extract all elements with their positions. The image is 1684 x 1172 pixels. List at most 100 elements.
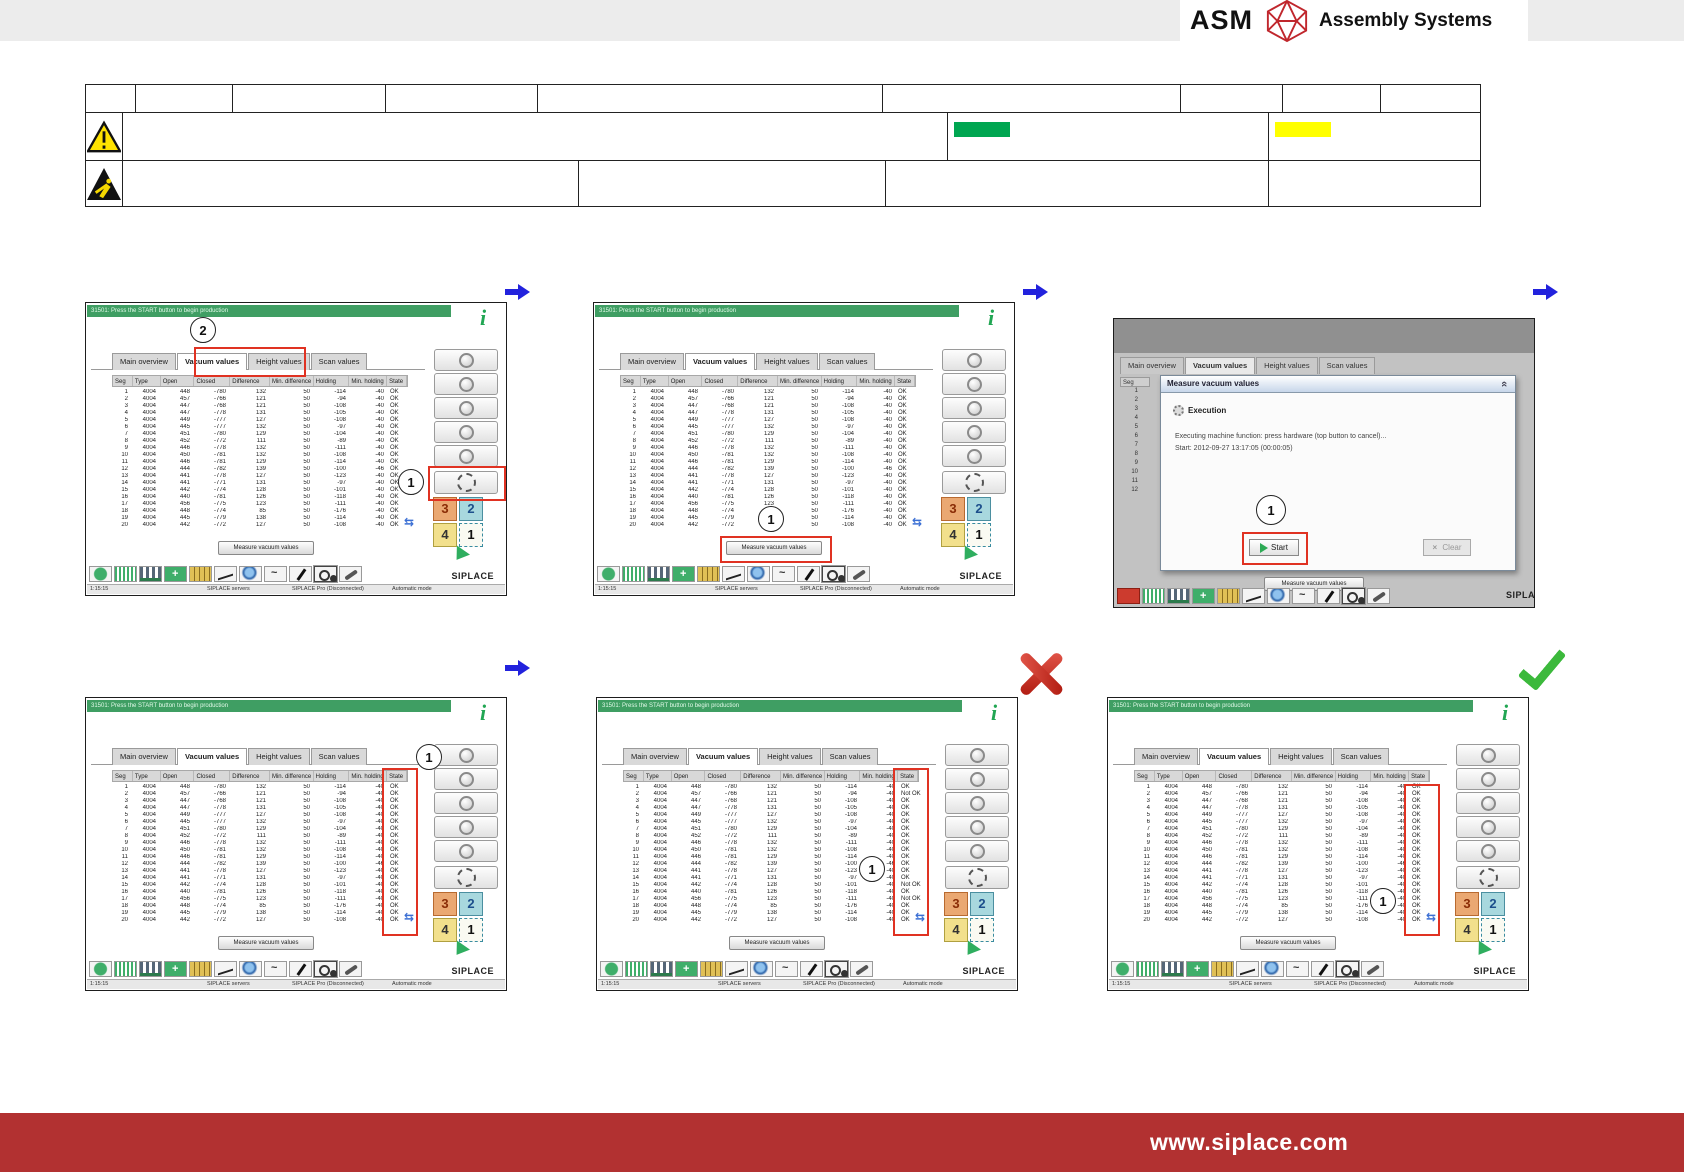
green-arrow-button[interactable] bbox=[959, 940, 983, 962]
camera-icon[interactable] bbox=[1267, 588, 1290, 604]
nozzle-check-button[interactable] bbox=[434, 840, 498, 862]
service-icon[interactable] bbox=[339, 566, 362, 582]
tab-main-overview[interactable]: Main overview bbox=[1120, 357, 1184, 374]
measure-vacuum-values-button[interactable]: Measure vacuum values bbox=[726, 541, 822, 555]
setup-icon[interactable] bbox=[1342, 588, 1365, 604]
pen-icon[interactable] bbox=[1311, 961, 1334, 977]
rotation-button[interactable] bbox=[1456, 816, 1520, 838]
rotation-button[interactable] bbox=[434, 816, 498, 838]
first-aid-icon[interactable] bbox=[675, 961, 698, 977]
tab-vacuum-values[interactable]: Vacuum values bbox=[684, 353, 756, 370]
info-icon[interactable]: i bbox=[987, 305, 995, 330]
vacuum-settings-button[interactable] bbox=[942, 373, 1006, 395]
clear-button[interactable]: × Clear bbox=[1423, 539, 1471, 556]
tables-icon[interactable] bbox=[625, 961, 648, 977]
tables-icon[interactable] bbox=[114, 961, 137, 977]
nozzle-check-button[interactable] bbox=[945, 840, 1009, 862]
tab-height-values[interactable]: Height values bbox=[248, 748, 310, 765]
camera-icon[interactable] bbox=[747, 566, 770, 582]
gantry-button-2[interactable]: 2 bbox=[1481, 892, 1505, 916]
tab-main-overview[interactable]: Main overview bbox=[112, 353, 176, 370]
gantry-button-4[interactable]: 4 bbox=[433, 523, 457, 547]
gantry-button-4[interactable]: 4 bbox=[1455, 918, 1479, 942]
measure-circle-button[interactable] bbox=[434, 866, 498, 889]
pen-icon[interactable] bbox=[289, 961, 312, 977]
component-icon[interactable] bbox=[1211, 961, 1234, 977]
nozzle-check-button[interactable] bbox=[942, 445, 1006, 467]
gantry-button-3[interactable]: 3 bbox=[433, 497, 457, 521]
rotation-button[interactable] bbox=[942, 421, 1006, 443]
blow-off-button[interactable] bbox=[434, 792, 498, 814]
blow-off-button[interactable] bbox=[1456, 792, 1520, 814]
status-icon[interactable] bbox=[1111, 961, 1134, 977]
green-arrow-button[interactable] bbox=[448, 545, 472, 567]
status-icon[interactable] bbox=[597, 566, 620, 582]
vacuum-gauge-button[interactable] bbox=[434, 349, 498, 371]
info-icon[interactable]: i bbox=[990, 700, 998, 725]
gantry-button-3[interactable]: 3 bbox=[944, 892, 968, 916]
info-icon[interactable]: i bbox=[479, 700, 487, 725]
measure-vacuum-values-button[interactable]: Measure vacuum values bbox=[218, 541, 314, 555]
tab-height-values[interactable]: Height values bbox=[756, 353, 818, 370]
tab-vacuum-values[interactable]: Vacuum values bbox=[687, 748, 759, 765]
gantry-button-1[interactable]: 1 bbox=[459, 918, 483, 942]
log-icon[interactable] bbox=[1292, 588, 1315, 604]
tab-scan-values[interactable]: Scan values bbox=[1332, 748, 1390, 765]
component-icon[interactable] bbox=[700, 961, 723, 977]
component-icon[interactable] bbox=[189, 566, 212, 582]
nozzle-check-button[interactable] bbox=[1456, 840, 1520, 862]
gantry-button-1[interactable]: 1 bbox=[1481, 918, 1505, 942]
log-icon[interactable] bbox=[264, 961, 287, 977]
diagram-icon[interactable] bbox=[1236, 961, 1259, 977]
tab-vacuum-values[interactable]: Vacuum values bbox=[176, 748, 248, 765]
gantry-button-3[interactable]: 3 bbox=[433, 892, 457, 916]
service-icon[interactable] bbox=[339, 961, 362, 977]
statistics-icon[interactable] bbox=[139, 566, 162, 582]
swap-arrow-icon[interactable]: ⇆ bbox=[912, 515, 923, 529]
vacuum-gauge-button[interactable] bbox=[1456, 744, 1520, 766]
vacuum-settings-button[interactable] bbox=[434, 373, 498, 395]
vacuum-settings-button[interactable] bbox=[434, 768, 498, 790]
measure-vacuum-values-button[interactable]: Measure vacuum values bbox=[729, 936, 825, 950]
gantry-button-1[interactable]: 1 bbox=[970, 918, 994, 942]
tab-height-values[interactable]: Height values bbox=[248, 353, 310, 370]
diagram-icon[interactable] bbox=[214, 961, 237, 977]
tables-icon[interactable] bbox=[622, 566, 645, 582]
tables-icon[interactable] bbox=[1142, 588, 1165, 604]
blow-off-button[interactable] bbox=[945, 792, 1009, 814]
camera-icon[interactable] bbox=[239, 961, 262, 977]
green-arrow-button[interactable] bbox=[448, 940, 472, 962]
camera-icon[interactable] bbox=[750, 961, 773, 977]
blow-off-button[interactable] bbox=[942, 397, 1006, 419]
blow-off-button[interactable] bbox=[434, 397, 498, 419]
camera-icon[interactable] bbox=[239, 566, 262, 582]
service-icon[interactable] bbox=[1367, 588, 1390, 604]
nozzle-check-button[interactable] bbox=[434, 445, 498, 467]
setup-icon[interactable] bbox=[1336, 961, 1359, 977]
tab-vacuum-values[interactable]: Vacuum values bbox=[1198, 748, 1270, 765]
tab-main-overview[interactable]: Main overview bbox=[112, 748, 176, 765]
tab-main-overview[interactable]: Main overview bbox=[623, 748, 687, 765]
tab-main-overview[interactable]: Main overview bbox=[1134, 748, 1198, 765]
status-icon[interactable] bbox=[89, 961, 112, 977]
green-arrow-button[interactable] bbox=[1470, 940, 1494, 962]
swap-arrow-icon[interactable]: ⇆ bbox=[1426, 910, 1437, 924]
gantry-button-2[interactable]: 2 bbox=[970, 892, 994, 916]
info-icon[interactable]: i bbox=[1501, 700, 1509, 725]
vacuum-gauge-button[interactable] bbox=[434, 744, 498, 766]
statistics-icon[interactable] bbox=[1167, 588, 1190, 604]
measure-vacuum-values-button[interactable]: Measure vacuum values bbox=[218, 936, 314, 950]
tab-vacuum-values[interactable]: Vacuum values bbox=[1184, 357, 1256, 374]
diagram-icon[interactable] bbox=[725, 961, 748, 977]
statistics-icon[interactable] bbox=[647, 566, 670, 582]
setup-icon[interactable] bbox=[822, 566, 845, 582]
vacuum-settings-button[interactable] bbox=[945, 768, 1009, 790]
status-icon[interactable] bbox=[89, 566, 112, 582]
log-icon[interactable] bbox=[775, 961, 798, 977]
gantry-button-1[interactable]: 1 bbox=[459, 523, 483, 547]
gantry-button-4[interactable]: 4 bbox=[433, 918, 457, 942]
measure-circle-button[interactable] bbox=[434, 471, 498, 494]
measure-circle-button[interactable] bbox=[1456, 866, 1520, 889]
tab-height-values[interactable]: Height values bbox=[759, 748, 821, 765]
tables-icon[interactable] bbox=[114, 566, 137, 582]
